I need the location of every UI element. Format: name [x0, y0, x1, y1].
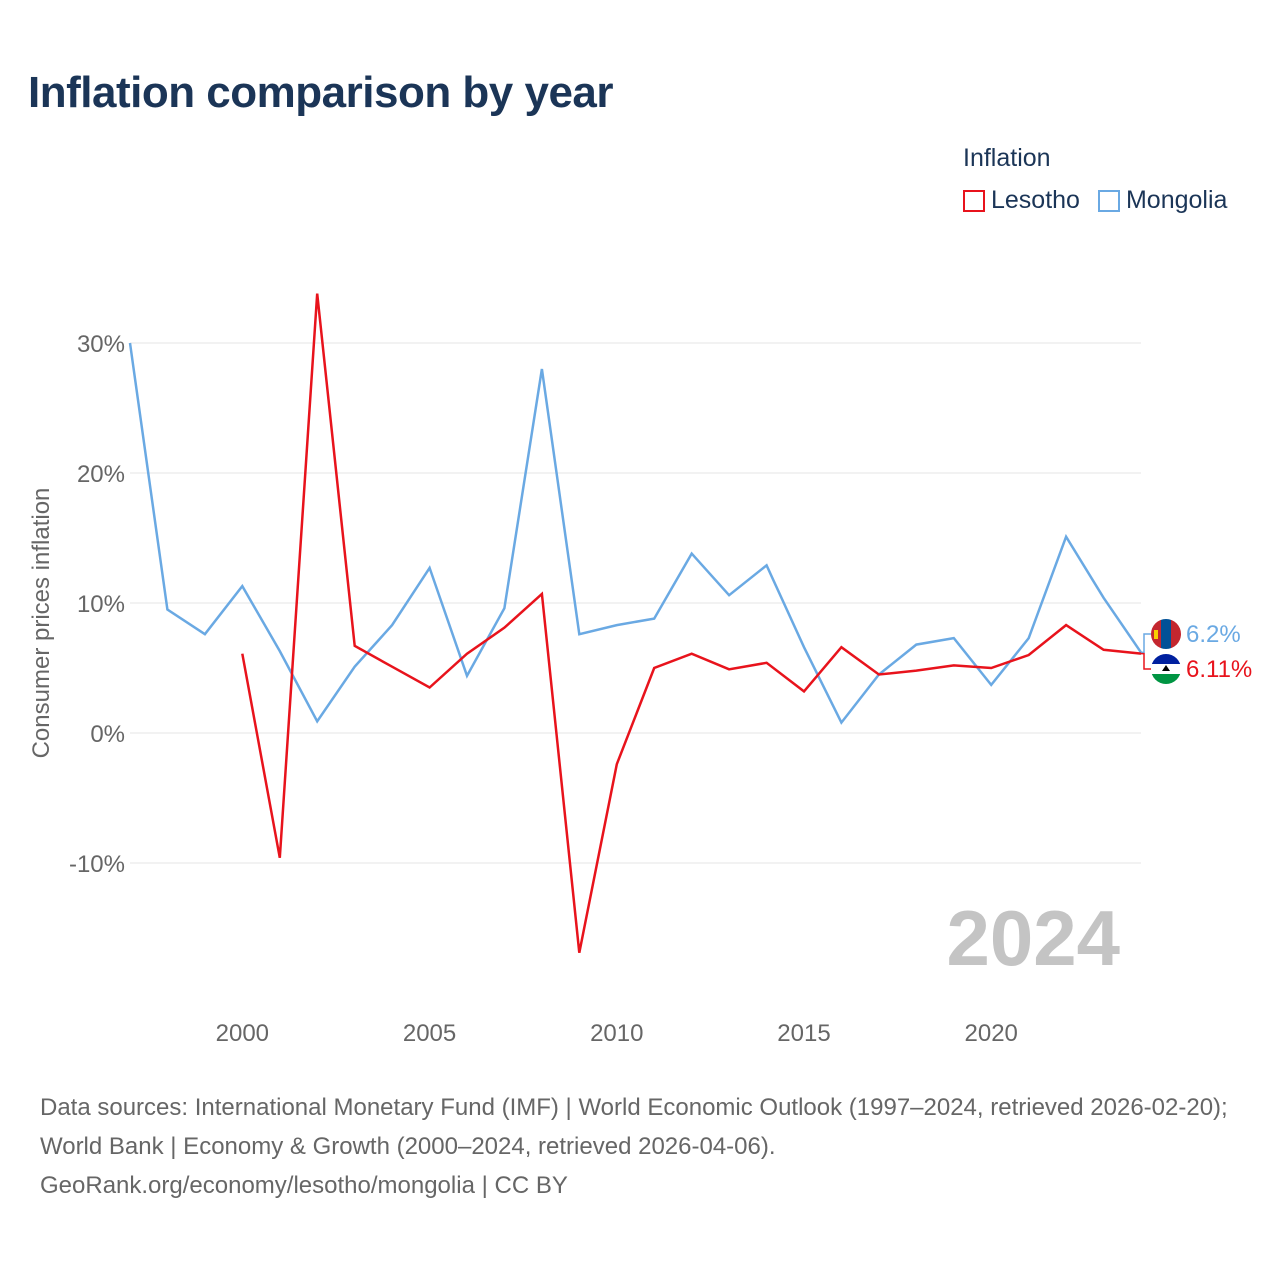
- legend-swatch-mongolia: [1097, 189, 1120, 212]
- y-tick-labels: -10% 0% 10% 20% 30%: [69, 331, 125, 878]
- x-tick-label: 2010: [590, 1020, 643, 1047]
- legend-item-lesotho[interactable]: Lesotho: [963, 186, 1080, 215]
- y-tick-label: 10%: [77, 591, 125, 618]
- y-tick-label: -10%: [69, 851, 125, 878]
- legend-label-mongolia: Mongolia: [1125, 186, 1228, 214]
- x-tick-label: 2005: [403, 1020, 456, 1047]
- x-tick-label: 2015: [777, 1020, 830, 1047]
- end-connector-lesotho: [1141, 652, 1151, 670]
- y-tick-label: 0%: [90, 721, 125, 748]
- legend-title: Inflation: [963, 144, 1051, 172]
- series-line-lesotho: [241, 293, 1142, 953]
- line-chart: -10% 0% 10% 20% 30% 2000 2005 2010 2015 2020 202…: [69, 293, 1252, 1047]
- series-lines: [128, 293, 1143, 953]
- data-sources-footer: Data sources: International Monetary Fun…: [40, 1088, 1250, 1205]
- year-watermark: 2024: [946, 894, 1120, 982]
- legend: Lesotho Mongolia: [963, 186, 1245, 215]
- legend-item-mongolia[interactable]: Mongolia: [1097, 186, 1228, 215]
- gridlines: [130, 342, 1141, 864]
- end-labels: 6.2% 6.11%: [1141, 621, 1252, 683]
- x-tick-labels: 2000 2005 2010 2015 2020: [216, 1020, 1018, 1047]
- x-tick-label: 2020: [965, 1020, 1018, 1047]
- end-label-mongolia: 6.2%: [1186, 621, 1241, 648]
- legend-swatch-lesotho: [963, 189, 985, 212]
- chart-title: Inflation comparison by year: [28, 68, 614, 117]
- x-tick-label: 2000: [216, 1020, 269, 1047]
- y-tick-label: 20%: [77, 461, 125, 488]
- footer-sources: Data sources: International Monetary Fun…: [40, 1094, 1228, 1160]
- y-tick-label: 30%: [77, 331, 125, 358]
- series-line-mongolia: [128, 342, 1143, 725]
- lesotho-flag-icon: [1151, 654, 1181, 684]
- end-connector-mongolia: [1141, 633, 1151, 654]
- legend-label-lesotho: Lesotho: [991, 186, 1080, 214]
- mongolia-flag-icon: [1151, 619, 1181, 649]
- end-label-lesotho: 6.11%: [1186, 656, 1252, 683]
- footer-attribution-link[interactable]: GeoRank.org/economy/lesotho/mongolia | C…: [40, 1172, 568, 1199]
